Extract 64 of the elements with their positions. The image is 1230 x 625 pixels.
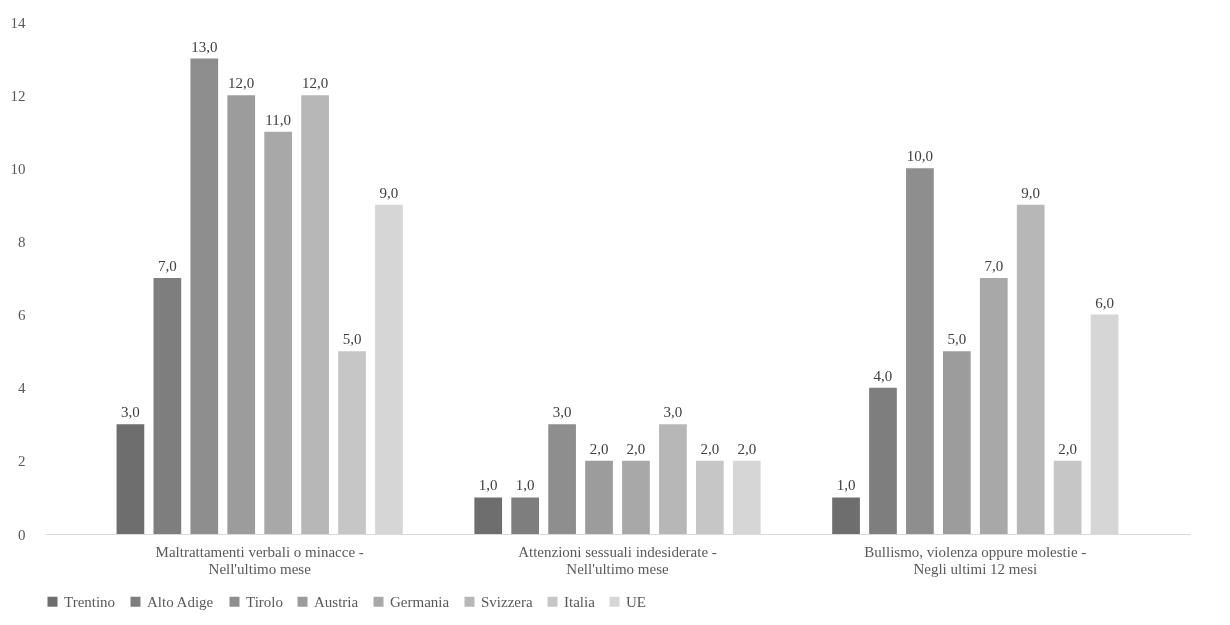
bar xyxy=(906,168,934,534)
bar xyxy=(979,278,1008,534)
data-label: 5,0 xyxy=(342,331,362,348)
y-tick-label: 14 xyxy=(10,14,26,31)
bar xyxy=(301,95,329,534)
bar xyxy=(338,351,366,534)
data-label: 2,0 xyxy=(737,440,757,457)
y-tick-label: 10 xyxy=(10,160,26,177)
data-label: 3,0 xyxy=(663,404,683,421)
bar xyxy=(695,460,724,534)
bar xyxy=(264,131,293,534)
x-tick-label: Maltrattamenti verbali o minacce - Nell'ultimo mese xyxy=(155,543,364,577)
data-label: 12,0 xyxy=(301,75,329,92)
y-tick-label: 2 xyxy=(18,453,26,470)
bar xyxy=(585,460,613,534)
bar xyxy=(153,278,182,534)
legend-label: Trentino xyxy=(64,593,116,610)
bar xyxy=(1053,460,1082,534)
legend-label: UE xyxy=(626,593,646,610)
bar xyxy=(474,497,503,534)
y-tick-label: 0 xyxy=(18,526,26,543)
data-label: 13,0 xyxy=(191,38,218,55)
data-label: 7,0 xyxy=(157,258,177,274)
bar xyxy=(659,424,687,534)
y-tick-label: 8 xyxy=(18,233,26,250)
data-label: 6,0 xyxy=(1095,294,1114,311)
bar xyxy=(548,424,576,534)
legend-label: Alto Adige xyxy=(147,593,214,610)
data-label: 2,0 xyxy=(626,440,646,457)
data-label: 10,0 xyxy=(906,148,934,165)
data-label: 2,0 xyxy=(700,440,720,457)
legend-label: Italia xyxy=(564,593,596,610)
data-label: 3,0 xyxy=(121,404,140,421)
legend-label: Germania xyxy=(390,593,450,610)
bar xyxy=(622,460,650,534)
data-label: 2,0 xyxy=(589,440,609,457)
y-tick-label: 4 xyxy=(18,380,26,397)
bar xyxy=(869,387,897,534)
data-label: 12,0 xyxy=(228,75,255,92)
data-label: 4,0 xyxy=(873,367,893,384)
bar xyxy=(1016,204,1045,534)
y-tick-label: 12 xyxy=(10,87,26,104)
data-label: 11,0 xyxy=(265,111,292,128)
bar xyxy=(511,497,540,534)
data-label: 1,0 xyxy=(515,477,535,494)
bar xyxy=(190,58,219,534)
legend-label: Svizzera xyxy=(481,593,533,610)
x-tick-label: Attenzioni sessuali indesiderate - Nell'ultimo mese xyxy=(518,543,717,577)
legend-label: Tirolo xyxy=(246,593,283,610)
data-label: 9,0 xyxy=(379,184,399,201)
bar xyxy=(942,351,971,534)
data-label: 5,0 xyxy=(947,331,967,348)
data-label: 2,0 xyxy=(1058,440,1078,457)
legend-label: Austria xyxy=(314,593,359,610)
bar xyxy=(227,95,256,534)
data-label: 9,0 xyxy=(1021,184,1041,201)
data-label: 1,0 xyxy=(478,477,498,494)
x-tick-label: Bullismo, violenza oppure molestie - Negli ultimi 12 mesi xyxy=(864,543,1087,577)
y-tick-label: 6 xyxy=(18,307,26,324)
bar xyxy=(116,424,145,534)
data-label: 7,0 xyxy=(984,258,1004,274)
bar xyxy=(832,497,860,534)
data-label: 1,0 xyxy=(836,477,856,494)
data-label: 3,0 xyxy=(552,404,572,421)
